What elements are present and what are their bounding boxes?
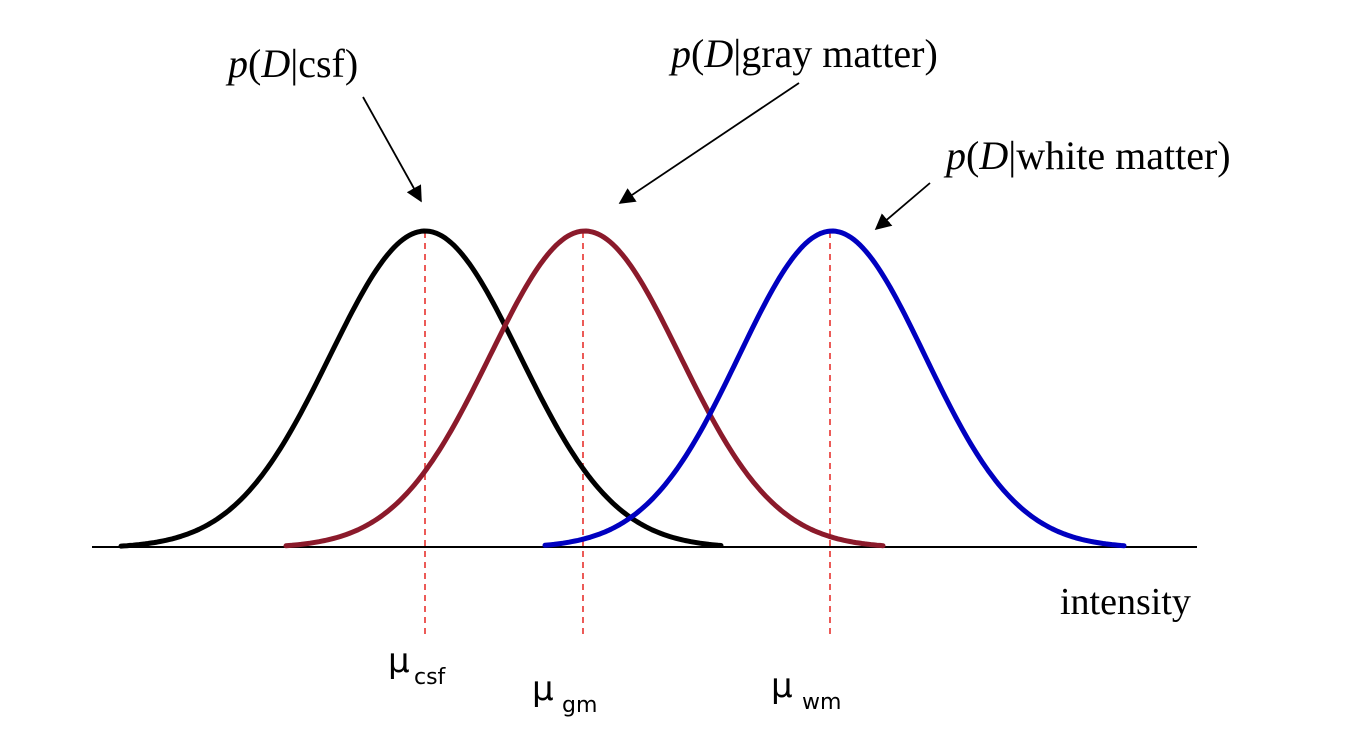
curve-gray-matter — [283, 228, 886, 549]
arrow-white-matter — [874, 182, 931, 231]
mu-wm-subscript: wm — [802, 690, 841, 715]
axis-label-intensity: intensity — [1060, 581, 1191, 623]
mu-csf-symbol: μ — [388, 641, 410, 681]
arrow-csf — [362, 96, 422, 203]
label-p-d-csf: p(D|csf) — [225, 41, 358, 86]
mu-csf-subscript: csf — [414, 665, 447, 690]
mu-gm-symbol: μ — [532, 669, 554, 709]
label-p-d-white-matter: p(D|white matter) — [943, 133, 1231, 178]
label-p-d-gray-matter: p(D|gray matter) — [668, 31, 938, 76]
mu-wm-symbol: μ — [771, 666, 793, 706]
curve-csf — [118, 228, 724, 549]
mu-gm-subscript: gm — [562, 693, 597, 718]
arrow-gray-matter — [618, 82, 800, 204]
curve-white-matter — [542, 228, 1127, 549]
